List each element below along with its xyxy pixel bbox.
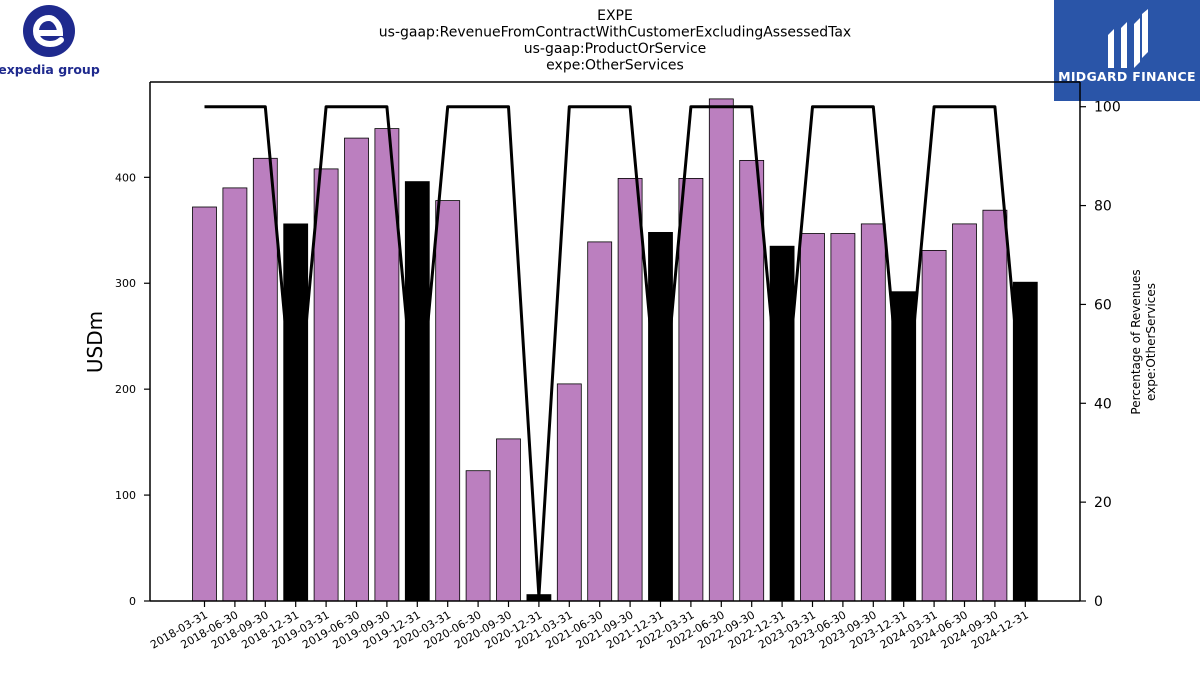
bar (800, 233, 825, 602)
bar (556, 383, 582, 602)
bar (313, 168, 339, 602)
x-axis: 2018-03-312018-06-302018-09-302018-12-31… (148, 601, 1031, 652)
bar (860, 223, 886, 602)
bars (192, 98, 1038, 602)
y2-tick-label: 60 (1094, 297, 1112, 313)
bar (830, 233, 856, 602)
y-tick-label: 300 (115, 277, 136, 290)
bar (283, 223, 309, 602)
axes-frame (149, 81, 1081, 602)
y-axis-title: USDm (83, 311, 107, 373)
bar (648, 231, 673, 602)
midgard-logo-mark-icon (1108, 9, 1148, 68)
y-tick-label: 100 (115, 489, 136, 502)
y-tick-label: 0 (129, 595, 136, 608)
title-line: expe:OtherServices (546, 58, 684, 74)
bar (344, 137, 369, 602)
y2-tick-label: 40 (1094, 396, 1112, 412)
bar (921, 249, 947, 602)
midgard-finance-logo: MIDGARD FINANCE (1054, 0, 1200, 101)
percentage-line (204, 105, 1027, 598)
y2-axis-title-line: expe:OtherServices (1144, 283, 1158, 401)
title-line: EXPE (597, 8, 633, 24)
title-line: us-gaap:RevenueFromContractWithCustomerE… (379, 25, 851, 41)
bar (678, 177, 704, 602)
title-line: us-gaap:ProductOrService (524, 41, 707, 57)
bar (192, 206, 217, 602)
bar (435, 200, 461, 602)
right-logo-text: MIDGARD FINANCE (1058, 69, 1196, 84)
y2-tick-label: 100 (1094, 100, 1121, 116)
left-logo-text: expedia group (0, 62, 100, 77)
bar (708, 98, 734, 602)
bar (465, 470, 491, 602)
y-tick-label: 400 (115, 171, 136, 184)
bar (587, 241, 613, 602)
chart-title: EXPEus-gaap:RevenueFromContractWithCusto… (379, 8, 851, 74)
bar (982, 209, 1008, 602)
y2-tick-label: 0 (1094, 594, 1103, 610)
bar (252, 157, 278, 602)
y2-axis-title: Percentage of Revenues expe:OtherServices (1129, 269, 1158, 414)
y2-axis-title-line: Percentage of Revenues (1129, 269, 1143, 414)
bar (952, 223, 977, 602)
y-axis-left: 0 100 200 300 400 (115, 171, 150, 608)
y-axis-right: 0 20 40 60 80 100 (1080, 100, 1121, 610)
expedia-logo-e-icon (32, 14, 64, 48)
bar (617, 177, 643, 602)
y2-tick-label: 20 (1094, 495, 1112, 511)
bar (496, 438, 521, 602)
expedia-group-logo: expedia group (0, 5, 100, 77)
bar (739, 159, 765, 602)
y-tick-label: 200 (115, 383, 136, 396)
bar (404, 181, 430, 602)
y2-tick-label: 80 (1094, 199, 1112, 215)
bar (222, 187, 248, 602)
